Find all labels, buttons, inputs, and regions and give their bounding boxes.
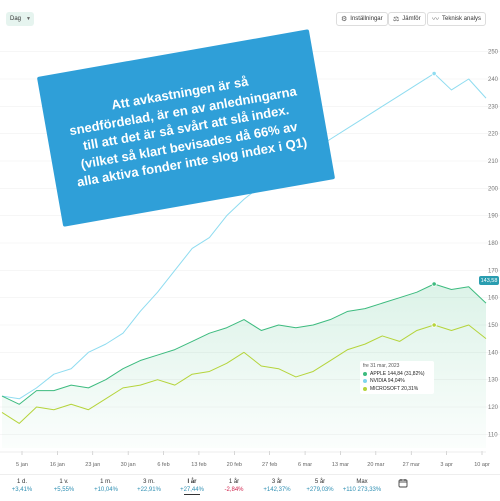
y-tick-label: 140 bbox=[488, 350, 499, 356]
period-selector: 1 d. +3,41% 1 v. +5,55% 1 m. +10,04% 3 m… bbox=[0, 474, 500, 501]
period-value: -2,84% bbox=[224, 487, 244, 493]
calendar-icon[interactable] bbox=[398, 478, 408, 488]
series-markers bbox=[431, 70, 437, 328]
period-max[interactable]: Max +110 273,33% bbox=[336, 478, 388, 494]
period-value: +5,55% bbox=[53, 487, 75, 493]
compare-icon: ⚖ bbox=[393, 16, 400, 23]
x-tick-label: 6 mar bbox=[298, 462, 312, 468]
x-tick-label: 6 feb bbox=[157, 462, 169, 468]
period-label: 3 m. bbox=[143, 479, 155, 485]
gear-icon: ⚙ bbox=[341, 16, 348, 23]
y-tick-label: 180 bbox=[488, 241, 499, 247]
period-1m[interactable]: 1 m. +10,04% bbox=[84, 478, 128, 494]
y-tick-label: 170 bbox=[488, 268, 499, 274]
series-line-apple bbox=[1, 283, 487, 405]
period-label: 1 v. bbox=[59, 479, 69, 485]
period-value: +3,41% bbox=[11, 487, 33, 493]
y-tick-label: 250 bbox=[488, 50, 499, 56]
y-tick-label: 240 bbox=[488, 77, 499, 83]
period-value: +27,44% bbox=[180, 487, 204, 493]
period-5y[interactable]: 5 år +279,03% bbox=[298, 478, 342, 494]
chevron-down-icon: ▼ bbox=[26, 16, 31, 22]
x-tick-label: 13 mar bbox=[332, 462, 349, 468]
period-select[interactable]: Dag ▼ bbox=[6, 12, 34, 26]
y-tick-label: 190 bbox=[488, 214, 499, 220]
tooltip-row-nvidia: NVIDIA 94,04% bbox=[363, 378, 431, 384]
y-tick-label: 210 bbox=[488, 159, 499, 165]
legend-dot-apple bbox=[363, 371, 367, 376]
x-tick-label: 27 mar bbox=[403, 462, 420, 468]
y-tick-label: 230 bbox=[488, 104, 499, 110]
period-3y[interactable]: 3 år +142,37% bbox=[255, 478, 299, 494]
x-tick-label: 16 jan bbox=[50, 462, 65, 468]
period-label: 5 år bbox=[314, 479, 326, 485]
x-tick-label: 20 feb bbox=[227, 462, 242, 468]
compare-label: Jämför bbox=[402, 16, 421, 22]
x-tick-label: 10 apr bbox=[474, 462, 490, 468]
x-axis: 5 jan 16 jan 23 jan 30 jan 6 feb 13 feb 20 feb… bbox=[0, 451, 490, 468]
active-underline bbox=[184, 494, 200, 495]
period-ytd[interactable]: I år +27,44% bbox=[170, 478, 214, 495]
x-tick-label: 27 feb bbox=[262, 462, 277, 468]
x-tick-label: 23 jan bbox=[85, 462, 100, 468]
settings-label: Inställningar bbox=[350, 16, 383, 22]
chart-toolbar: Dag ▼ ⚙ Inställningar ⚖ Jämför 〰 Teknisk… bbox=[0, 0, 500, 36]
period-1d[interactable]: 1 d. +3,41% bbox=[0, 478, 44, 494]
hover-marker-nvidia bbox=[431, 70, 437, 77]
y-tick-label: 110 bbox=[488, 432, 498, 438]
y-tick-label: 160 bbox=[488, 296, 499, 302]
tooltip-row-apple: APPLE 144,84 (31,82%) bbox=[363, 371, 431, 377]
apple-area-fill bbox=[2, 284, 486, 448]
period-label: Max bbox=[356, 479, 368, 485]
period-label: 1 m. bbox=[100, 479, 112, 485]
series-lines bbox=[1, 73, 487, 424]
tooltip-date: fre 31 mar, 2023 bbox=[363, 363, 400, 369]
period-label: 1 år bbox=[228, 479, 240, 485]
x-tick-label: 20 mar bbox=[367, 462, 384, 468]
last-value-badge: 143,58 bbox=[479, 276, 499, 285]
apple-area bbox=[2, 284, 486, 448]
y-axis: 250 240 230 220 210 200 190 180 170 160 150 140 130 1… bbox=[488, 50, 499, 439]
period-value: +279,03% bbox=[306, 487, 334, 493]
y-tick-label: 130 bbox=[488, 378, 499, 384]
period-label: I år bbox=[187, 479, 197, 485]
period-label: 1 d. bbox=[16, 479, 27, 485]
x-tick-label: 30 jan bbox=[121, 462, 136, 468]
tooltip-row-microsoft: MICROSOFT 20,31% bbox=[363, 386, 431, 392]
hover-tooltip: fre 31 mar, 2023 APPLE 144,84 (31,82%) N… bbox=[360, 361, 434, 394]
y-tick-label: 150 bbox=[488, 323, 499, 329]
y-tick-label: 220 bbox=[488, 132, 499, 138]
period-label: 3 år bbox=[271, 479, 283, 485]
y-tick-label: 200 bbox=[488, 186, 499, 192]
tooltip-apple: APPLE 144,84 (31,82%) bbox=[370, 370, 425, 377]
period-select-value: Dag bbox=[10, 16, 22, 22]
hover-marker-apple bbox=[431, 281, 437, 287]
chart-line-icon: 〰 bbox=[432, 16, 439, 23]
x-tick-label: 3 apr bbox=[440, 462, 453, 468]
x-tick-label: 5 jan bbox=[16, 462, 28, 468]
technical-analysis-button[interactable]: 〰 Teknisk analys bbox=[427, 12, 487, 26]
legend-dot-microsoft bbox=[363, 386, 367, 391]
technical-analysis-label: Teknisk analys bbox=[442, 16, 482, 22]
hover-marker-microsoft bbox=[431, 322, 437, 328]
series-line-nvidia bbox=[1, 73, 487, 400]
y-tick-label: 120 bbox=[488, 405, 499, 411]
compare-button[interactable]: ⚖ Jämför bbox=[388, 12, 426, 26]
legend-dot-nvidia bbox=[363, 379, 367, 383]
period-3m[interactable]: 3 m. +22,91% bbox=[127, 478, 171, 494]
x-tick-label: 13 feb bbox=[191, 462, 206, 468]
series-line-microsoft bbox=[1, 324, 487, 424]
tooltip-nvidia: NVIDIA 94,04% bbox=[370, 378, 405, 384]
settings-button[interactable]: ⚙ Inställningar bbox=[336, 12, 388, 26]
period-1y[interactable]: 1 år -2,84% bbox=[212, 478, 256, 494]
period-value: +110 273,33% bbox=[342, 487, 382, 493]
period-value: +10,04% bbox=[94, 487, 118, 493]
period-value: +142,37% bbox=[263, 487, 291, 493]
period-1w[interactable]: 1 v. +5,55% bbox=[42, 478, 86, 494]
tooltip-microsoft: MICROSOFT 20,31% bbox=[370, 385, 419, 392]
period-value: +22,91% bbox=[137, 487, 161, 493]
